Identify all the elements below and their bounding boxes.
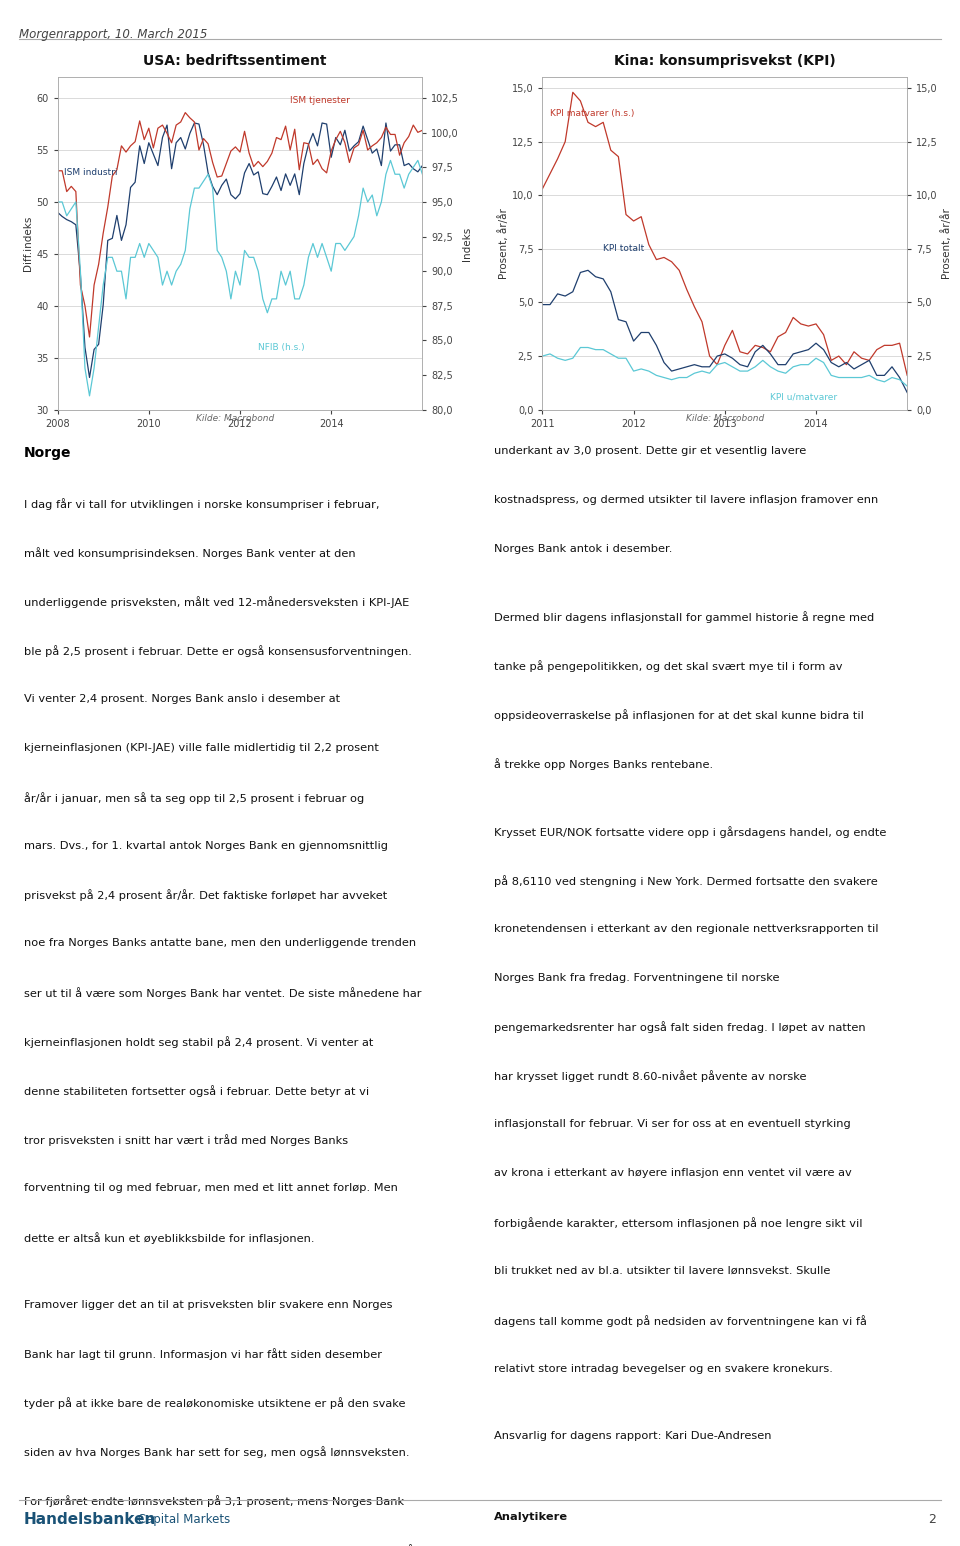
Text: For fjøråret endte lønnsveksten på 3,1 prosent, mens Norges Bank: For fjøråret endte lønnsveksten på 3,1 p…	[24, 1495, 404, 1507]
Text: Norges Bank fra fredag. Forventningene til norske: Norges Bank fra fredag. Forventningene t…	[494, 972, 780, 983]
Text: Ansvarlig for dagens rapport: Kari Due-Andresen: Ansvarlig for dagens rapport: Kari Due-A…	[494, 1432, 772, 1441]
Text: dette er altså kun et øyeblikksbilde for inflasjonen.: dette er altså kun et øyeblikksbilde for…	[24, 1232, 315, 1243]
Text: I dag får vi tall for utviklingen i norske konsumpriser i februar,: I dag får vi tall for utviklingen i nors…	[24, 498, 379, 510]
Text: Kina: konsumprisvekst (KPI): Kina: konsumprisvekst (KPI)	[614, 54, 835, 68]
Text: Bank har lagt til grunn. Informasjon vi har fått siden desember: Bank har lagt til grunn. Informasjon vi …	[24, 1348, 382, 1360]
Text: Norges Bank antok i desember.: Norges Bank antok i desember.	[494, 544, 673, 553]
Text: Krysset EUR/NOK fortsatte videre opp i gårsdagens handel, og endte: Krysset EUR/NOK fortsatte videre opp i g…	[494, 826, 887, 838]
Text: hadde ventet 3,5 prosent. Dessuten venter partene i arbeidslivet nå: hadde ventet 3,5 prosent. Dessuten vente…	[24, 1544, 414, 1546]
Text: NFIB (h.s.): NFIB (h.s.)	[258, 343, 305, 352]
Y-axis label: Prosent, år/år: Prosent, år/år	[498, 209, 509, 278]
Text: Capital Markets: Capital Markets	[134, 1514, 230, 1526]
Y-axis label: Diff.indeks: Diff.indeks	[23, 216, 34, 271]
Text: inflasjonstall for februar. Vi ser for oss at en eventuell styrking: inflasjonstall for februar. Vi ser for o…	[494, 1119, 852, 1129]
Text: ble på 2,5 prosent i februar. Dette er også konsensusforventningen.: ble på 2,5 prosent i februar. Dette er o…	[24, 645, 412, 657]
Text: bli trukket ned av bl.a. utsikter til lavere lønnsvekst. Skulle: bli trukket ned av bl.a. utsikter til la…	[494, 1266, 830, 1275]
Text: tanke på pengepolitikken, og det skal svært mye til i form av: tanke på pengepolitikken, og det skal sv…	[494, 660, 843, 673]
Text: oppsideoverraskelse på inflasjonen for at det skal kunne bidra til: oppsideoverraskelse på inflasjonen for a…	[494, 710, 864, 720]
Text: ISM industri: ISM industri	[64, 169, 118, 178]
Y-axis label: Prosent, år/år: Prosent, år/år	[941, 209, 951, 278]
Text: Analytikere: Analytikere	[494, 1512, 568, 1521]
Text: kjerneinflasjonen (KPI-JAE) ville falle midlertidig til 2,2 prosent: kjerneinflasjonen (KPI-JAE) ville falle …	[24, 742, 379, 753]
Text: kronetendensen i etterkant av den regionale nettverksrapporten til: kronetendensen i etterkant av den region…	[494, 923, 879, 934]
Text: målt ved konsumprisindeksen. Norges Bank venter at den: målt ved konsumprisindeksen. Norges Bank…	[24, 547, 355, 560]
Text: på 8,6110 ved stengning i New York. Dermed fortsatte den svakere: på 8,6110 ved stengning i New York. Derm…	[494, 875, 878, 887]
Text: KPI totalt: KPI totalt	[603, 244, 644, 254]
Text: noe fra Norges Banks antatte bane, men den underliggende trenden: noe fra Norges Banks antatte bane, men d…	[24, 938, 416, 948]
Text: ser ut til å være som Norges Bank har ventet. De siste månedene har: ser ut til å være som Norges Bank har ve…	[24, 988, 421, 999]
Text: Dermed blir dagens inflasjonstall for gammel historie å regne med: Dermed blir dagens inflasjonstall for ga…	[494, 611, 875, 623]
Text: tyder på at ikke bare de realøkonomiske utsiktene er på den svake: tyder på at ikke bare de realøkonomiske …	[24, 1398, 405, 1410]
Text: underkant av 3,0 prosent. Dette gir et vesentlig lavere: underkant av 3,0 prosent. Dette gir et v…	[494, 445, 806, 456]
Text: dagens tall komme godt på nedsiden av forventningene kan vi få: dagens tall komme godt på nedsiden av fo…	[494, 1314, 867, 1326]
Text: Norge: Norge	[24, 445, 71, 459]
Text: underliggende prisveksten, målt ved 12-månedersveksten i KPI-JAE: underliggende prisveksten, målt ved 12-m…	[24, 597, 409, 608]
Text: Framover ligger det an til at prisveksten blir svakere enn Norges: Framover ligger det an til at prisvekste…	[24, 1300, 393, 1309]
Text: forventning til og med februar, men med et litt annet forløp. Men: forventning til og med februar, men med …	[24, 1183, 397, 1194]
Text: kostnadspress, og dermed utsikter til lavere inflasjon framover enn: kostnadspress, og dermed utsikter til la…	[494, 495, 878, 504]
Text: Kilde: Macrobond: Kilde: Macrobond	[196, 413, 275, 422]
Text: forbigående karakter, ettersom inflasjonen på noe lengre sikt vil: forbigående karakter, ettersom inflasjon…	[494, 1217, 863, 1229]
Y-axis label: Indeks: Indeks	[462, 226, 472, 261]
Text: Handelsbanken: Handelsbanken	[24, 1512, 156, 1527]
Text: har krysset ligget rundt 8.60-nivået påvente av norske: har krysset ligget rundt 8.60-nivået påv…	[494, 1070, 807, 1082]
Text: denne stabiliteten fortsetter også i februar. Dette betyr at vi: denne stabiliteten fortsetter også i feb…	[24, 1085, 370, 1098]
Text: Morgenrapport, 10. March 2015: Morgenrapport, 10. March 2015	[19, 28, 207, 40]
Text: ISM tjenester: ISM tjenester	[290, 96, 350, 105]
Text: KPI u/matvarer: KPI u/matvarer	[770, 393, 837, 402]
Text: relativt store intradag bevegelser og en svakere kronekurs.: relativt store intradag bevegelser og en…	[494, 1364, 833, 1374]
Text: kjerneinflasjonen holdt seg stabil på 2,4 prosent. Vi venter at: kjerneinflasjonen holdt seg stabil på 2,…	[24, 1036, 373, 1048]
Text: tror prisveksten i snitt har vært i tråd med Norges Banks: tror prisveksten i snitt har vært i tråd…	[24, 1133, 348, 1146]
Text: KPI matvarer (h.s.): KPI matvarer (h.s.)	[550, 110, 635, 117]
Text: år/år i januar, men så ta seg opp til 2,5 prosent i februar og: år/år i januar, men så ta seg opp til 2,…	[24, 792, 364, 804]
Text: siden av hva Norges Bank har sett for seg, men også lønnsveksten.: siden av hva Norges Bank har sett for se…	[24, 1446, 410, 1458]
Text: av krona i etterkant av høyere inflasjon enn ventet vil være av: av krona i etterkant av høyere inflasjon…	[494, 1169, 852, 1178]
Text: mars. Dvs., for 1. kvartal antok Norges Bank en gjennomsnittlig: mars. Dvs., for 1. kvartal antok Norges …	[24, 841, 388, 850]
Text: å trekke opp Norges Banks rentebane.: å trekke opp Norges Banks rentebane.	[494, 758, 713, 770]
Text: prisvekst på 2,4 prosent år/år. Det faktiske forløpet har avveket: prisvekst på 2,4 prosent år/år. Det fakt…	[24, 889, 387, 901]
Text: Vi venter 2,4 prosent. Norges Bank anslo i desember at: Vi venter 2,4 prosent. Norges Bank anslo…	[24, 694, 340, 703]
Text: USA: bedriftssentiment: USA: bedriftssentiment	[143, 54, 327, 68]
Text: 2: 2	[928, 1514, 936, 1526]
Text: Kilde: Macrobond: Kilde: Macrobond	[685, 413, 764, 422]
Text: pengemarkedsrenter har også falt siden fredag. I løpet av natten: pengemarkedsrenter har også falt siden f…	[494, 1022, 866, 1033]
